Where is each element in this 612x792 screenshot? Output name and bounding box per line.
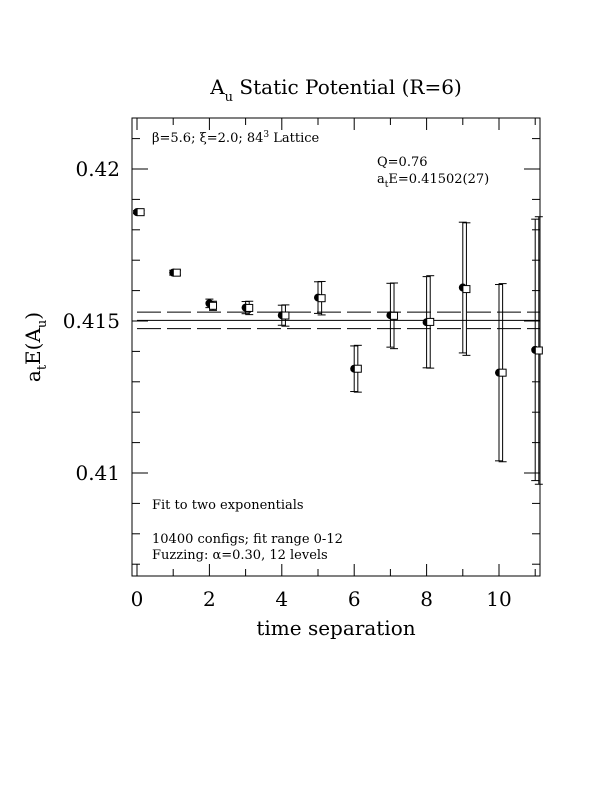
marker-open-square (209, 301, 218, 310)
y-tick-label: 0.41 (75, 461, 120, 485)
marker-open-square (136, 208, 145, 217)
x-tick-label: 4 (275, 587, 288, 611)
energy-annotation: atE=0.41502(27) (377, 172, 489, 190)
fuzzing-note: Fuzzing: α=0.30, 12 levels (152, 548, 328, 563)
marker-open-square (462, 285, 471, 294)
x-tick-label: 2 (203, 587, 216, 611)
fit-band (137, 311, 540, 330)
data-point-square (172, 268, 181, 277)
axis-ticks (132, 118, 540, 576)
data-point-square (136, 208, 145, 217)
x-tick-label: 10 (486, 587, 511, 611)
data-points (133, 208, 543, 485)
marker-open-square (426, 317, 435, 326)
data-point-square (245, 300, 254, 316)
marker-open-square (172, 268, 181, 277)
marker-open-square (281, 311, 290, 320)
chart-title: Au Static Potential (R=6) (209, 75, 462, 105)
marker-open-square (390, 311, 399, 320)
data-point-square (281, 304, 290, 327)
y-tick-label: 0.415 (63, 309, 120, 333)
marker-open-square (534, 346, 543, 355)
data-point-square (426, 275, 435, 369)
data-point-square (498, 283, 507, 463)
marker-open-square (317, 294, 326, 303)
y-axis-label: atE(Au) (21, 312, 50, 382)
x-axis-label: time separation (256, 616, 415, 640)
fit-note: Fit to two exponentials (152, 498, 304, 513)
configs-note: 10400 configs; fit range 0-12 (152, 532, 343, 547)
y-tick-label: 0.42 (75, 157, 120, 181)
data-point-square (317, 280, 326, 316)
data-point-square (462, 222, 471, 356)
x-tick-label: 0 (131, 587, 144, 611)
marker-open-square (498, 368, 507, 377)
q-value-annotation: Q=0.76 (377, 155, 428, 170)
marker-open-square (353, 364, 362, 373)
data-point-square (534, 216, 543, 485)
axis-tick-labels: 0 2 4 6 8 10 0.41 0.415 0.42 (63, 157, 512, 611)
data-point-square (353, 344, 362, 393)
x-tick-label: 8 (420, 587, 433, 611)
lattice-annotation: β=5.6; ξ=2.0; 843 Lattice (152, 130, 320, 146)
data-point-square (390, 282, 399, 350)
data-point-square (209, 300, 218, 311)
x-tick-label: 6 (348, 587, 361, 611)
marker-open-square (245, 303, 254, 312)
